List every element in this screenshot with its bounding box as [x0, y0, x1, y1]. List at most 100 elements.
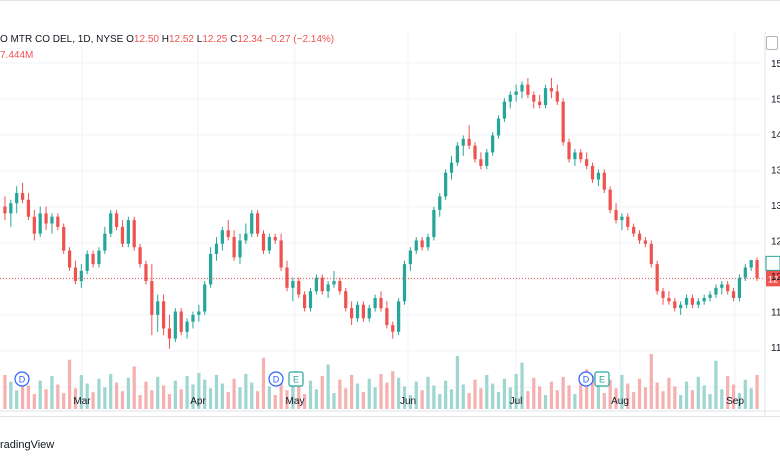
time-tick-label: Mar	[73, 396, 91, 407]
candle-body	[191, 314, 195, 322]
candle-body	[20, 193, 25, 200]
volume-bar	[502, 378, 507, 409]
volume-bar	[755, 374, 759, 409]
volume-bar	[3, 375, 7, 409]
volume-bar	[620, 374, 624, 409]
candle-body	[344, 291, 348, 309]
volume-bar	[220, 383, 224, 409]
volume-bar	[426, 376, 430, 409]
volume-bar	[643, 387, 648, 409]
volume-bar	[749, 388, 753, 409]
volume-bar	[602, 393, 606, 409]
volume-bar	[508, 387, 512, 409]
volume-bar	[408, 395, 412, 409]
candle-body	[226, 230, 230, 238]
candle-body	[114, 213, 119, 227]
volume-bar	[120, 391, 125, 409]
volume-bar	[467, 393, 471, 409]
volume-bar	[20, 376, 25, 409]
high-label: H	[161, 34, 169, 45]
volume-bar	[737, 393, 742, 409]
candle-body	[561, 101, 565, 143]
candle-body	[684, 297, 689, 305]
event-marker-letter: D	[273, 375, 280, 385]
candle-body	[514, 91, 518, 95]
candle-body	[391, 325, 395, 332]
candle-body	[567, 142, 571, 160]
candle-body	[690, 297, 695, 305]
volume-bar	[67, 359, 72, 409]
volume-bar	[214, 374, 219, 409]
volume-bar	[684, 381, 689, 409]
candle-body	[737, 277, 742, 298]
settings-icon[interactable]	[766, 36, 778, 50]
volume-bar	[302, 394, 307, 409]
volume-bar	[191, 384, 195, 409]
volume-bar	[250, 382, 254, 409]
candle-body	[220, 230, 224, 244]
dividend-marker	[268, 371, 284, 387]
candle-body	[397, 301, 401, 332]
volume-bar	[15, 390, 19, 409]
candle-body	[649, 243, 653, 265]
candle-body	[255, 213, 260, 234]
volume-bar	[197, 373, 201, 409]
brand-label: radingView	[0, 439, 55, 451]
volume-bar	[461, 384, 465, 409]
event-marker-letter: E	[293, 375, 299, 385]
volume-bar	[479, 388, 483, 409]
volume-bar	[473, 379, 477, 409]
candle-body	[26, 199, 31, 217]
price-tick-label: 15	[771, 95, 780, 106]
volume-bar	[114, 382, 119, 409]
volume-bar	[491, 383, 495, 409]
candle-body	[267, 237, 271, 251]
candle-body	[602, 172, 606, 190]
candle-body	[385, 308, 389, 326]
volume-bar	[185, 375, 189, 409]
volume-bar	[567, 385, 571, 409]
candle-body	[549, 88, 554, 92]
volume-bar	[26, 385, 31, 409]
volume-bar	[496, 392, 501, 409]
low-label: L	[196, 34, 203, 45]
candle-body	[426, 237, 430, 248]
candle-body	[449, 162, 454, 173]
open-label: O	[126, 34, 134, 45]
volume-bar	[614, 388, 618, 409]
time-tick-label: Apr	[190, 396, 206, 407]
price-tick-label: 14	[771, 130, 780, 141]
volume-bar	[743, 379, 747, 409]
candle-body	[232, 237, 236, 258]
last-price-tag	[766, 270, 780, 287]
price-tick-label: 12	[771, 237, 780, 248]
candle-body	[643, 240, 648, 244]
candle-body	[185, 321, 189, 332]
candle-body	[126, 220, 130, 244]
candle-body	[444, 172, 448, 197]
volume-bar	[590, 375, 595, 409]
volume-bar	[526, 391, 530, 409]
volume-bar	[326, 364, 330, 409]
candle-body	[50, 216, 54, 224]
candle-body	[62, 226, 66, 251]
volume-bar	[238, 387, 242, 409]
candle-body	[279, 240, 283, 268]
volume-bar	[661, 391, 665, 409]
candle-body	[414, 240, 418, 251]
event-marker-letter: D	[583, 375, 590, 385]
candle-body	[702, 297, 706, 302]
time-tick-label: Aug	[611, 396, 629, 407]
volume-bar	[579, 380, 583, 409]
candle-body	[667, 297, 671, 302]
volume-bar	[350, 374, 354, 409]
volume-bar	[720, 389, 724, 409]
candle-body	[297, 281, 301, 295]
candle-body	[508, 94, 512, 102]
price-tick-label: 15	[771, 59, 780, 70]
volume-bar	[585, 369, 589, 409]
candle-body	[438, 196, 442, 210]
candle-body	[326, 284, 330, 292]
